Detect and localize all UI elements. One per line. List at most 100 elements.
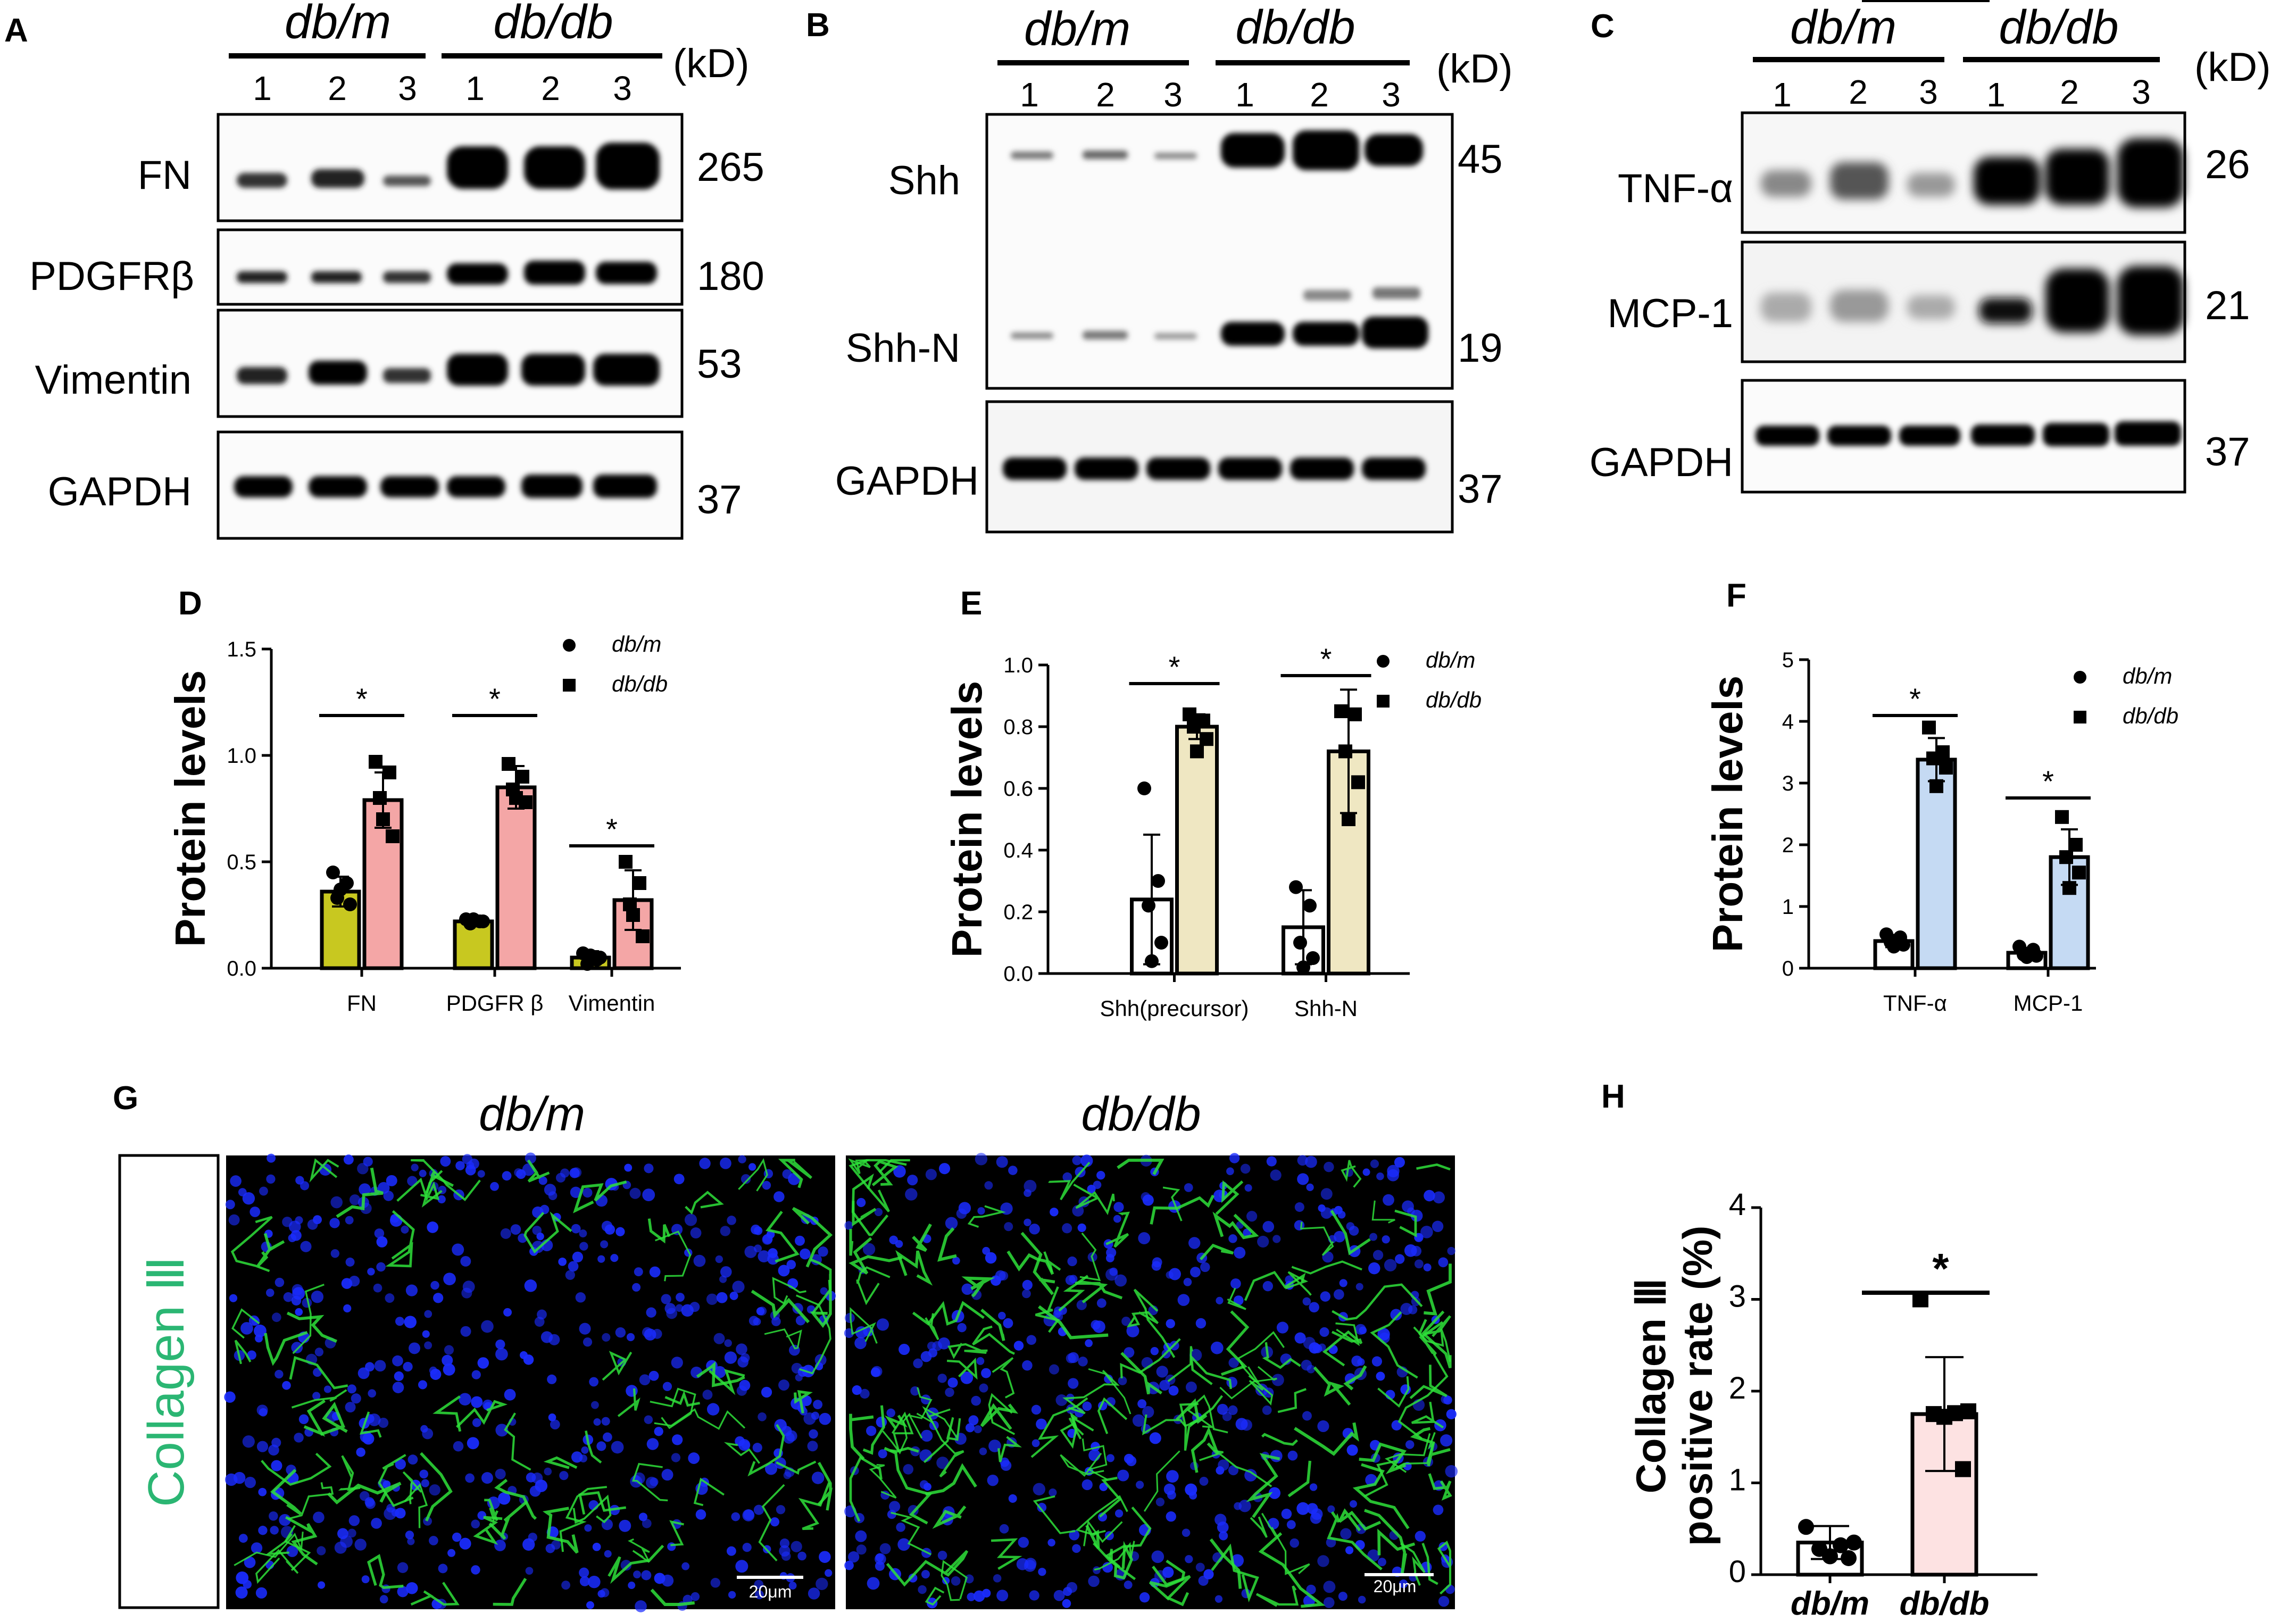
nucleus (323, 1385, 331, 1393)
collagen-fiber (1060, 1452, 1104, 1477)
nucleus (720, 1226, 731, 1236)
collagen-fiber (1291, 1260, 1362, 1275)
y-tick-label: 1.0 (1003, 654, 1033, 677)
collagen-fiber (1416, 1163, 1451, 1171)
nucleus (1195, 1318, 1207, 1329)
nucleus (876, 1318, 889, 1331)
blot-label: FN (138, 153, 192, 198)
collagen-fiber (1215, 1180, 1244, 1216)
data-point (619, 855, 633, 869)
nucleus (571, 1224, 581, 1234)
band (237, 173, 287, 188)
data-point (1145, 954, 1159, 968)
collagen-fiber (608, 1544, 664, 1584)
nucleus (550, 1419, 560, 1430)
nucleus (1371, 1356, 1383, 1367)
nucleus (938, 1163, 951, 1175)
nucleus (758, 1412, 767, 1421)
nucleus (1235, 1418, 1248, 1430)
nucleus (575, 1292, 586, 1303)
nucleus (800, 1248, 811, 1260)
legend-label: db/m (612, 631, 661, 656)
nucleus (397, 1562, 409, 1573)
nucleus (500, 1228, 511, 1239)
nucleus (1166, 1470, 1179, 1483)
nucleus (644, 1415, 653, 1424)
legend-label: db/db (1426, 687, 1482, 712)
collagen-fiber (320, 1402, 348, 1436)
band (447, 354, 508, 386)
nucleus (886, 1408, 895, 1418)
nucleus (392, 1355, 403, 1367)
nucleus (242, 1192, 255, 1205)
mw-label: 265 (697, 145, 764, 190)
nucleus (422, 1330, 430, 1338)
collagen-fiber (264, 1331, 308, 1366)
band (1362, 317, 1428, 348)
lane-label: 2 (1849, 73, 1868, 111)
y-axis-label: Protein levels (1704, 676, 1751, 952)
nucleus (1055, 1394, 1068, 1406)
band (309, 476, 367, 497)
nucleus (1309, 1483, 1318, 1491)
nucleus (1177, 1294, 1190, 1306)
nucleus (588, 1575, 601, 1588)
nucleus (1355, 1283, 1363, 1291)
nucleus (235, 1586, 248, 1599)
nucleus (844, 1560, 854, 1570)
nucleus (893, 1165, 906, 1178)
nucleus (597, 1255, 605, 1263)
nucleus (452, 1532, 462, 1542)
nucleus (752, 1443, 762, 1453)
nucleus (1302, 1411, 1312, 1421)
nucleus (266, 1174, 276, 1184)
significance-star: * (1932, 1245, 1949, 1292)
band (1761, 170, 1811, 197)
nucleus (374, 1228, 385, 1238)
collagen-fiber (291, 1389, 347, 1409)
nucleus (1372, 1250, 1384, 1260)
collagen-fiber (1277, 1388, 1307, 1413)
nucleus (348, 1275, 360, 1287)
nucleus (1349, 1500, 1358, 1508)
nucleus (330, 1196, 343, 1209)
collagen-fiber (1409, 1365, 1448, 1400)
kd-label: (kD) (673, 41, 750, 86)
nucleus (1387, 1169, 1399, 1182)
nucleus (395, 1317, 404, 1326)
band (1971, 425, 2035, 446)
lane-label: 3 (1163, 76, 1183, 114)
nucleus (251, 1542, 263, 1554)
nucleus (1065, 1275, 1076, 1285)
data-point (633, 876, 646, 890)
collagen-fiber (1199, 1243, 1234, 1261)
band (1907, 173, 1955, 197)
nucleus (1077, 1223, 1086, 1233)
nucleus (875, 1553, 884, 1562)
nucleus (1137, 1399, 1147, 1409)
nucleus (367, 1268, 375, 1276)
lane-label: 3 (613, 69, 632, 107)
nucleus (724, 1339, 732, 1347)
nucleus (1216, 1466, 1225, 1475)
band (2043, 423, 2109, 446)
nucleus (844, 1313, 855, 1323)
nucleus (429, 1536, 438, 1545)
nucleus (1149, 1432, 1161, 1444)
collagen-fiber (1097, 1397, 1128, 1434)
data-point (1348, 707, 1362, 721)
microscopy-texture (224, 1152, 836, 1612)
panel-a: A db/m db/db 1 2 3 1 2 3 (kD) FN PDGFRβ … (4, 0, 764, 540)
nucleus (1008, 1166, 1018, 1175)
nucleus (376, 1236, 388, 1247)
collagen-fiber (1088, 1368, 1132, 1415)
nucleus (1036, 1418, 1047, 1430)
nucleus (422, 1428, 434, 1440)
band (1154, 153, 1197, 159)
collagen-fiber (1428, 1473, 1452, 1501)
band (237, 367, 287, 384)
nucleus (1062, 1223, 1072, 1234)
nucleus (604, 1550, 612, 1558)
nucleus (1306, 1584, 1316, 1595)
nucleus (735, 1560, 748, 1573)
